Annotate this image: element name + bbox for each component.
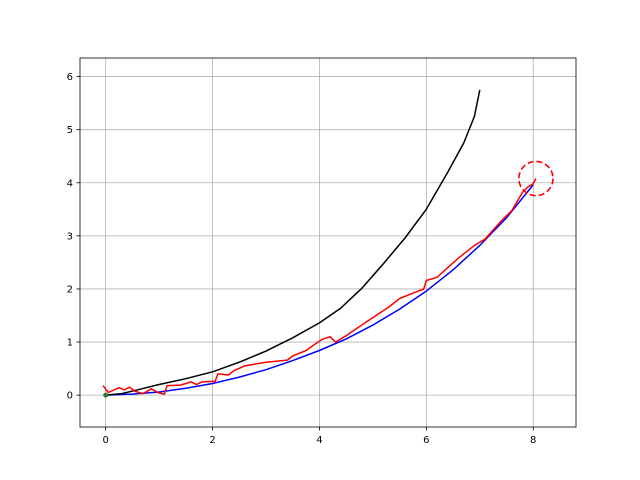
y-tick-label: 3 bbox=[67, 231, 73, 242]
y-tick-label: 2 bbox=[67, 284, 73, 295]
axis-ticks: 0 2 4 6 8 0 1 2 3 4 5 6 bbox=[67, 72, 537, 446]
x-tick-label: 2 bbox=[209, 435, 215, 446]
y-tick-label: 4 bbox=[67, 178, 73, 189]
x-tick-label: 8 bbox=[530, 435, 536, 446]
axes-frame bbox=[79, 57, 577, 428]
start-point-marker bbox=[103, 392, 109, 398]
x-tick-label: 0 bbox=[102, 435, 108, 446]
grid bbox=[80, 58, 576, 427]
series-line-1 bbox=[105, 184, 534, 396]
plot-area bbox=[102, 89, 554, 398]
x-tick-label: 6 bbox=[423, 435, 429, 446]
series-line-2 bbox=[105, 89, 481, 396]
y-tick-label: 0 bbox=[67, 391, 73, 402]
x-tick-label: 4 bbox=[316, 435, 322, 446]
y-tick-label: 5 bbox=[67, 125, 73, 136]
y-tick-label: 1 bbox=[67, 338, 73, 349]
target-dashed-circle bbox=[518, 160, 554, 197]
series-line-3 bbox=[102, 178, 537, 395]
y-tick-label: 6 bbox=[67, 72, 73, 83]
